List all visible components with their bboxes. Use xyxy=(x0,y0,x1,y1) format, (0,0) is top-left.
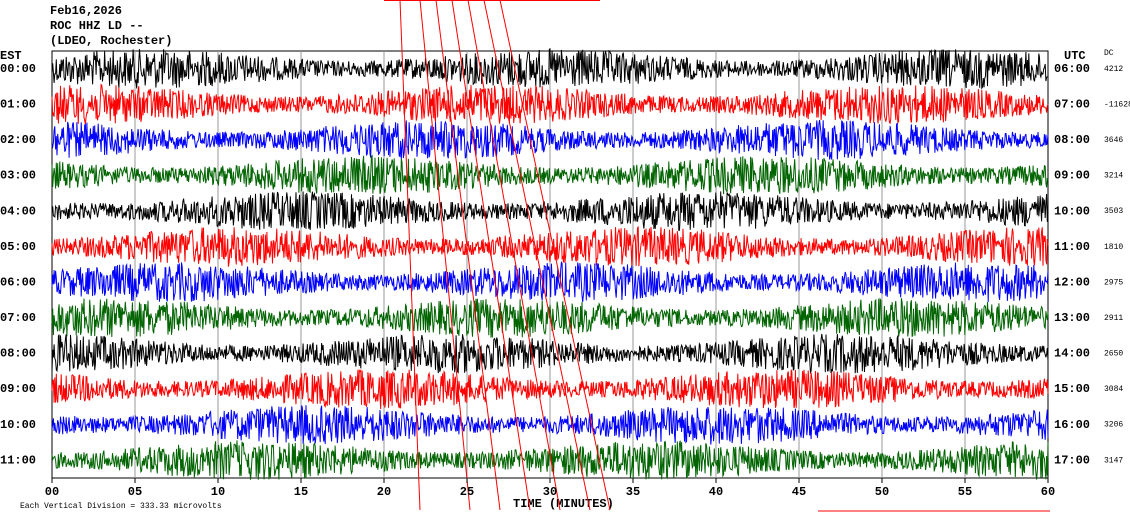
x-axis-label: TIME (MINUTES) xyxy=(513,497,614,511)
est-label: 01:00 xyxy=(0,98,36,112)
utc-label: 15:00 xyxy=(1054,382,1090,396)
trace xyxy=(51,120,1049,160)
trace xyxy=(51,297,1049,338)
traces xyxy=(51,0,1049,511)
dc-value: 3084 xyxy=(1104,385,1123,394)
trace xyxy=(51,440,1049,480)
dc-value: 2650 xyxy=(1104,350,1123,359)
trace xyxy=(51,154,1049,195)
x-tick-label: 20 xyxy=(377,485,391,499)
event-line xyxy=(483,0,591,511)
station: ROC HHZ LD -- xyxy=(50,19,144,33)
event-line xyxy=(399,0,421,511)
scale-note: Each Vertical Division = 333.33 microvol… xyxy=(20,502,222,511)
x-tick-label: 00 xyxy=(45,485,59,499)
est-label: 11:00 xyxy=(0,453,36,467)
right-label: UTC xyxy=(1064,49,1086,63)
dc-value: 4212 xyxy=(1104,65,1123,74)
est-label: 06:00 xyxy=(0,275,36,289)
x-tick-label: 60 xyxy=(1041,485,1055,499)
utc-label: 08:00 xyxy=(1054,133,1090,147)
event-line xyxy=(499,0,611,511)
dc-value: 3503 xyxy=(1104,207,1123,216)
event-line xyxy=(467,0,561,511)
dc-value: 3646 xyxy=(1104,136,1123,145)
est-label: 02:00 xyxy=(0,133,36,147)
event-line xyxy=(435,0,501,511)
x-tick-label: 45 xyxy=(792,485,806,499)
trace xyxy=(51,333,1049,374)
x-tick-label: 30 xyxy=(543,485,557,499)
utc-label: 13:00 xyxy=(1054,311,1090,325)
x-tick-label: 05 xyxy=(128,485,142,499)
est-label: 09:00 xyxy=(0,382,36,396)
utc-label: 17:00 xyxy=(1054,453,1090,467)
x-tick-label: 50 xyxy=(875,485,889,499)
network: (LDEO, Rochester) xyxy=(50,34,172,48)
est-label: 08:00 xyxy=(0,347,36,361)
utc-label: 09:00 xyxy=(1054,169,1090,183)
est-label: 00:00 xyxy=(0,62,36,76)
dc-value: 3147 xyxy=(1104,456,1123,465)
trace xyxy=(51,191,1049,231)
event-line xyxy=(451,0,531,511)
est-label: 04:00 xyxy=(0,204,36,218)
dc-value: 1810 xyxy=(1104,243,1123,252)
est-label: 07:00 xyxy=(0,311,36,325)
x-tick-label: 40 xyxy=(709,485,723,499)
est-label: 03:00 xyxy=(0,169,36,183)
trace xyxy=(51,48,1049,90)
utc-label: 12:00 xyxy=(1054,275,1090,289)
trace xyxy=(51,83,1049,125)
x-tick-label: 25 xyxy=(460,485,474,499)
dc-value: 3214 xyxy=(1104,172,1123,181)
x-tick-label: 35 xyxy=(626,485,640,499)
trace xyxy=(51,261,1049,303)
utc-label: 07:00 xyxy=(1054,98,1090,112)
event-line xyxy=(419,0,471,511)
trace xyxy=(51,226,1049,267)
x-tick-label: 55 xyxy=(958,485,972,499)
date: Feb16,2026 xyxy=(50,4,122,18)
left-label: EST xyxy=(0,49,22,63)
dc-value: -1162856 xyxy=(1104,100,1130,109)
utc-label: 06:00 xyxy=(1054,62,1090,76)
dc-value: 2975 xyxy=(1104,278,1123,287)
utc-label: 16:00 xyxy=(1054,418,1090,432)
trace xyxy=(51,368,1049,410)
dc-value: 2911 xyxy=(1104,314,1123,323)
est-label: 10:00 xyxy=(0,418,36,432)
est-label: 05:00 xyxy=(0,240,36,254)
utc-label: 10:00 xyxy=(1054,204,1090,218)
x-tick-label: 15 xyxy=(294,485,308,499)
utc-label: 14:00 xyxy=(1054,347,1090,361)
trace xyxy=(51,405,1049,445)
x-tick-label: 10 xyxy=(211,485,225,499)
dc-value: 3206 xyxy=(1104,421,1123,430)
dc-label: DC xyxy=(1104,49,1114,58)
utc-label: 11:00 xyxy=(1054,240,1090,254)
